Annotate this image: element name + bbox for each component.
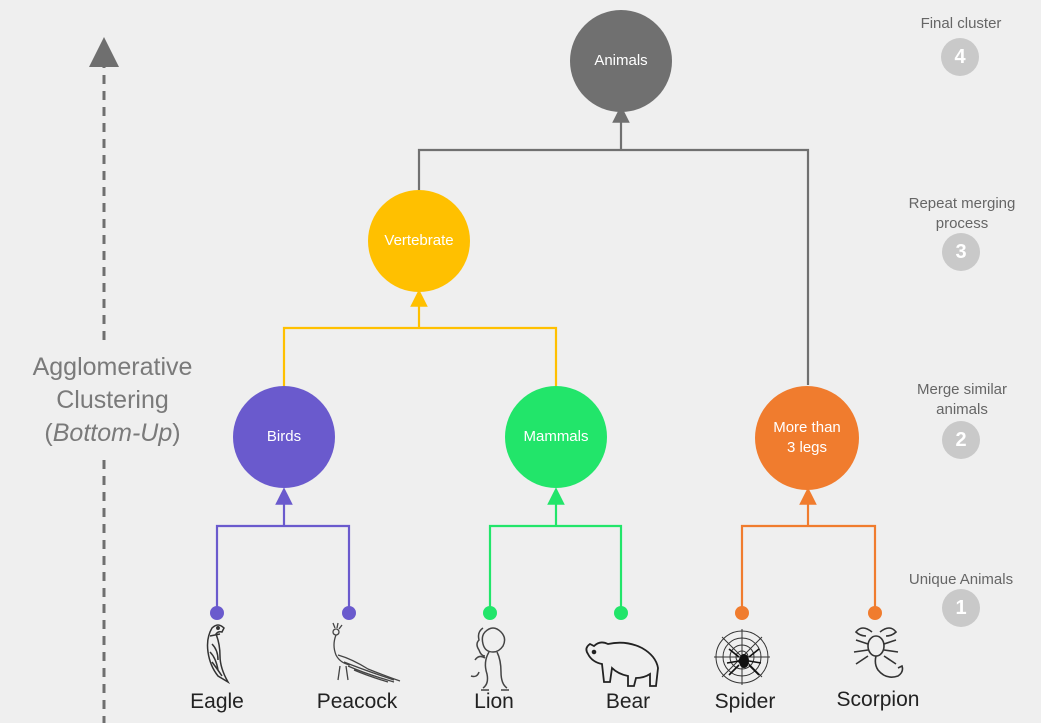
mammals-connector bbox=[488, 524, 623, 612]
spider-icon bbox=[714, 629, 770, 685]
leaf-label-spider: Spider bbox=[714, 690, 776, 713]
legs-connector bbox=[740, 524, 877, 612]
leaf-label-eagle: Eagle bbox=[190, 690, 244, 713]
node-animals: Animals bbox=[570, 10, 672, 112]
peacock-icon bbox=[332, 622, 401, 683]
eagle-icon bbox=[206, 624, 231, 685]
side-title-line2: Clustering bbox=[56, 386, 169, 414]
step-3-badge: 3 bbox=[942, 233, 980, 271]
leaf-label-peacock: Peacock bbox=[316, 690, 398, 713]
step-3-text: Repeat merging process bbox=[908, 195, 1016, 232]
node-mammals: Mammals bbox=[505, 386, 607, 488]
bear-dot bbox=[614, 606, 628, 620]
step-2-text: Merge similar animals bbox=[916, 381, 1007, 418]
root-connector bbox=[417, 148, 810, 385]
birds-connector bbox=[215, 524, 351, 612]
node-vertebrate: Vertebrate bbox=[368, 190, 470, 292]
peacock-dot bbox=[342, 606, 356, 620]
leaf-label-bear: Bear bbox=[605, 690, 651, 713]
vertebrate-connector bbox=[282, 326, 558, 390]
bear-icon bbox=[585, 641, 659, 687]
step-4-badge: 4 bbox=[941, 38, 979, 76]
lion-dot bbox=[483, 606, 497, 620]
scorpion-icon bbox=[853, 627, 904, 678]
scorpion-dot bbox=[868, 606, 882, 620]
leaf-label-lion: Lion bbox=[474, 690, 514, 713]
side-title-italic: Bottom-Up bbox=[52, 419, 173, 447]
step-1-badge: 1 bbox=[942, 589, 980, 627]
step-1-text: Unique Animals bbox=[908, 571, 1014, 588]
step-2-badge: 2 bbox=[942, 421, 980, 459]
side-title-line3: (Bottom-Up) bbox=[44, 419, 181, 447]
side-title: Agglomerative Clustering (Bottom-Up) bbox=[0, 351, 225, 450]
eagle-dot bbox=[210, 606, 224, 620]
spider-dot bbox=[735, 606, 749, 620]
node-birds: Birds bbox=[233, 386, 335, 488]
lion-icon bbox=[470, 627, 509, 691]
side-title-line1: Agglomerative bbox=[32, 353, 193, 381]
step-4-text: Final cluster bbox=[920, 15, 1002, 32]
leaf-label-scorpion: Scorpion bbox=[836, 688, 920, 711]
node-more-than-3-legs: More than 3 legs bbox=[755, 386, 859, 490]
